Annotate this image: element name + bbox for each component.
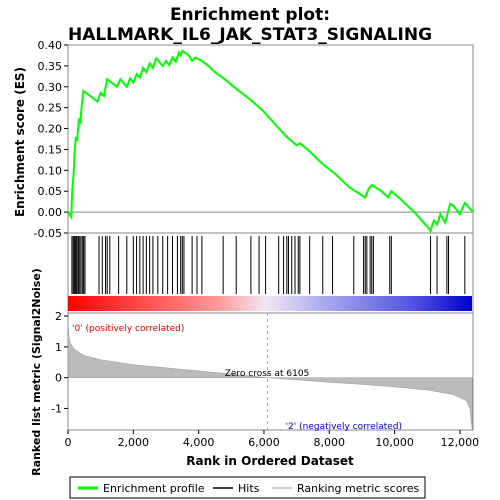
rank-color-bar bbox=[68, 296, 472, 311]
es-plot-area bbox=[67, 44, 474, 234]
enrichment-profile-line bbox=[67, 49, 474, 234]
metric-y-tick-label: 0 bbox=[55, 372, 62, 385]
es-y-tick-label: 0.35 bbox=[38, 60, 63, 73]
legend-box bbox=[69, 476, 426, 499]
x-tick-label: 0 bbox=[65, 436, 72, 449]
es-y-tick-label: 0.05 bbox=[38, 185, 63, 198]
es-y-axis-label: Enrichment score (ES) bbox=[13, 67, 27, 217]
ranking-metric-area bbox=[67, 319, 473, 431]
es-y-tick-label: 0.00 bbox=[38, 206, 63, 219]
metric-y-tick-label: 2 bbox=[55, 310, 62, 323]
chart-title-line2: HALLMARK_IL6_JAK_STAT3_SIGNALING bbox=[68, 25, 432, 45]
metric-y-tick-label: 1 bbox=[55, 341, 62, 354]
x-axis-label: Rank in Ordered Dataset bbox=[186, 454, 354, 468]
x-tick-label: 10,000 bbox=[375, 436, 414, 449]
es-y-tick-label: 0.40 bbox=[38, 39, 63, 52]
x-tick-label: 6,000 bbox=[248, 436, 280, 449]
x-tick-label: 2,000 bbox=[118, 436, 150, 449]
positive-correlation-label: '0' (positively correlated) bbox=[72, 324, 184, 334]
es-y-tick-label: -0.05 bbox=[34, 227, 62, 240]
es-y-tick-label: 0.30 bbox=[38, 81, 63, 94]
metric-y-axis-label: Ranked list metric (Signal2Noise) bbox=[30, 268, 43, 476]
x-tick-label: 4,000 bbox=[183, 436, 215, 449]
legend-label-enrichment: Enrichment profile bbox=[103, 482, 205, 495]
metric-y-tick-label: -1 bbox=[51, 402, 62, 415]
chart-title-line1: Enrichment plot: bbox=[170, 5, 330, 25]
x-tick-label: 12,000 bbox=[441, 436, 480, 449]
zero-cross-label: Zero cross at 6105 bbox=[225, 369, 310, 379]
es-y-tick-label: 0.25 bbox=[38, 102, 63, 115]
es-y-tick-label: 0.10 bbox=[38, 164, 63, 177]
negative-correlation-label: '2' (negatively correlated) bbox=[286, 422, 402, 432]
legend-label-ranking: Ranking metric scores bbox=[297, 482, 419, 495]
es-y-tick-label: 0.15 bbox=[38, 143, 63, 156]
x-tick-label: 8,000 bbox=[314, 436, 346, 449]
es-y-tick-label: 0.20 bbox=[38, 123, 63, 136]
legend-label-hits: Hits bbox=[238, 482, 260, 495]
